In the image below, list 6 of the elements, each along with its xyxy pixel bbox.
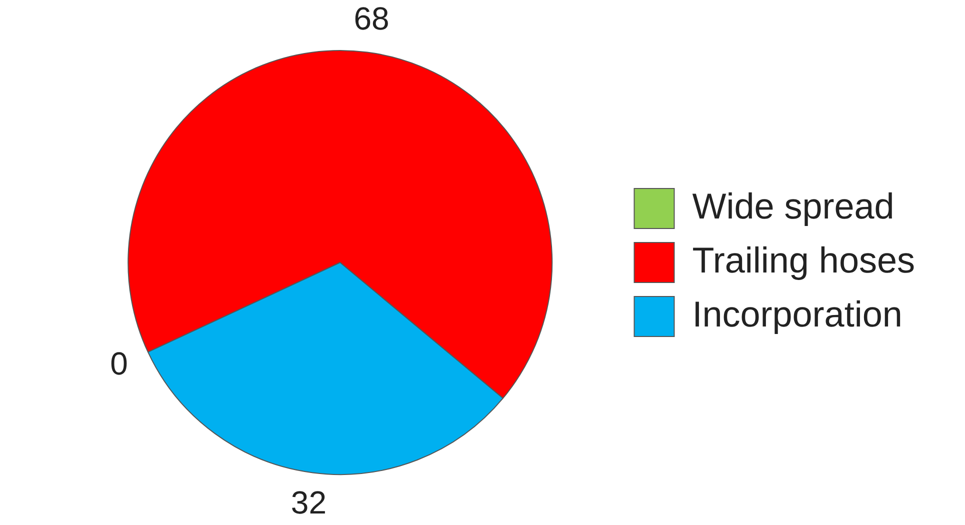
data-label: 68 (354, 0, 390, 36)
legend-label: Trailing hoses (692, 239, 916, 280)
legend-label: Incorporation (692, 293, 902, 334)
data-label: 32 (290, 484, 326, 520)
text: 0 (110, 345, 128, 382)
legend-label: Wide spread (692, 185, 894, 226)
